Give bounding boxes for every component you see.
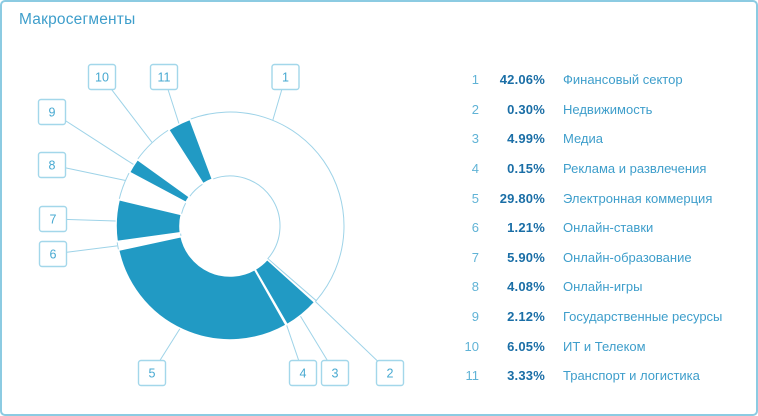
legend-label: Онлайн-образование bbox=[563, 249, 692, 265]
callout-box-10 bbox=[87, 63, 117, 91]
legend-percent: 1.21% bbox=[507, 220, 545, 236]
callout-label-10: 10 bbox=[87, 63, 117, 91]
legend-row: 8 4.08% Онлайн-игры bbox=[459, 272, 749, 302]
callout-label-7: 7 bbox=[38, 205, 68, 233]
legend-row: 2 0.30% Недвижимость bbox=[459, 95, 749, 125]
callout-label-2: 2 bbox=[375, 359, 405, 387]
donut-segment-9 bbox=[128, 158, 191, 204]
legend-label: Онлайн-игры bbox=[563, 279, 643, 295]
legend-label: Транспорт и логистика bbox=[563, 368, 700, 384]
legend-index: 3 bbox=[471, 131, 479, 147]
callout-box-1 bbox=[271, 63, 300, 91]
callout-box-6 bbox=[38, 240, 68, 268]
legend-row: 4 0.15% Реклама и развлечения bbox=[459, 154, 749, 184]
callout-number-7: 7 bbox=[50, 213, 57, 227]
callout-number-4: 4 bbox=[300, 367, 307, 381]
callout-number-3: 3 bbox=[332, 367, 339, 381]
legend-row: 9 2.12% Государственные ресурсы bbox=[459, 302, 749, 332]
callout-number-9: 9 bbox=[49, 106, 56, 120]
legend-index: 9 bbox=[471, 309, 479, 325]
legend-percent: 42.06% bbox=[499, 72, 545, 88]
legend-percent: 3.33% bbox=[507, 368, 545, 384]
donut-chart: 1 2 3 4 5 6 7 8 9 10 11 bbox=[37, 63, 405, 387]
callout-number-1: 1 bbox=[282, 71, 289, 85]
legend-percent: 29.80% bbox=[499, 190, 545, 206]
callout-label-1: 1 bbox=[271, 63, 300, 91]
callout-number-8: 8 bbox=[49, 159, 56, 173]
donut-segment-1 bbox=[189, 111, 345, 302]
legend-label: Финансовый сектор bbox=[563, 72, 683, 88]
legend-label: Государственные ресурсы bbox=[563, 309, 723, 325]
callout-label-8: 8 bbox=[37, 151, 67, 179]
legend-percent: 0.15% bbox=[507, 161, 545, 177]
legend-percent: 6.05% bbox=[507, 338, 545, 354]
callout-box-7 bbox=[38, 205, 68, 233]
legend-percent: 4.08% bbox=[507, 279, 545, 295]
callout-box-5 bbox=[137, 359, 167, 387]
legend-index: 6 bbox=[471, 220, 479, 236]
legend-label: Недвижимость bbox=[563, 101, 653, 117]
legend-index: 4 bbox=[471, 161, 479, 177]
legend: 1 42.06% Финансовый сектор 2 0.30% Недви… bbox=[459, 65, 749, 391]
legend-label: Онлайн-ставки bbox=[563, 220, 654, 236]
callout-number-5: 5 bbox=[149, 367, 156, 381]
legend-index: 2 bbox=[471, 101, 479, 117]
callout-box-9 bbox=[37, 98, 67, 126]
legend-index: 1 bbox=[471, 72, 479, 88]
legend-row: 5 29.80% Электронная коммерция bbox=[459, 183, 749, 213]
legend-index: 10 bbox=[464, 338, 479, 354]
legend-row: 11 3.33% Транспорт и логистика bbox=[459, 361, 749, 391]
legend-label: Реклама и развлечения bbox=[563, 161, 707, 177]
callout-number-6: 6 bbox=[50, 248, 57, 262]
callout-box-4 bbox=[288, 359, 318, 387]
callout-number-2: 2 bbox=[387, 367, 394, 381]
callout-box-11 bbox=[149, 63, 179, 91]
callout-label-4: 4 bbox=[288, 359, 318, 387]
legend-row: 10 6.05% ИТ и Телеком bbox=[459, 331, 749, 361]
legend-percent: 4.99% bbox=[507, 131, 545, 147]
callout-box-8 bbox=[37, 151, 67, 179]
callout-label-3: 3 bbox=[320, 359, 350, 387]
legend-label: Медиа bbox=[563, 131, 603, 147]
callout-number-11: 11 bbox=[158, 71, 171, 85]
legend-percent: 2.12% bbox=[507, 309, 545, 325]
callout-label-9: 9 bbox=[37, 98, 67, 126]
donut-segment-7 bbox=[115, 198, 183, 243]
donut-segment-5 bbox=[117, 235, 288, 341]
legend-percent: 5.90% bbox=[507, 249, 545, 265]
callout-label-11: 11 bbox=[149, 63, 179, 91]
legend-row: 3 4.99% Медиа bbox=[459, 124, 749, 154]
legend-percent: 0.30% bbox=[507, 101, 545, 117]
callout-number-10: 10 bbox=[95, 71, 109, 85]
legend-label: Электронная коммерция bbox=[563, 190, 713, 206]
legend-row: 1 42.06% Финансовый сектор bbox=[459, 65, 749, 95]
legend-label: ИТ и Телеком bbox=[563, 338, 646, 354]
legend-index: 8 bbox=[471, 279, 479, 295]
legend-row: 7 5.90% Онлайн-образование bbox=[459, 243, 749, 273]
callout-box-2 bbox=[375, 359, 405, 387]
callout-box-3 bbox=[320, 359, 350, 387]
callout-label-5: 5 bbox=[137, 359, 167, 387]
legend-index: 5 bbox=[471, 190, 479, 206]
legend-index: 7 bbox=[471, 249, 479, 265]
legend-index: 11 bbox=[465, 368, 480, 384]
callout-label-6: 6 bbox=[38, 240, 68, 268]
legend-row: 6 1.21% Онлайн-ставки bbox=[459, 213, 749, 243]
page-title: Макросегменты bbox=[19, 11, 136, 28]
donut-segment-11 bbox=[167, 118, 214, 185]
